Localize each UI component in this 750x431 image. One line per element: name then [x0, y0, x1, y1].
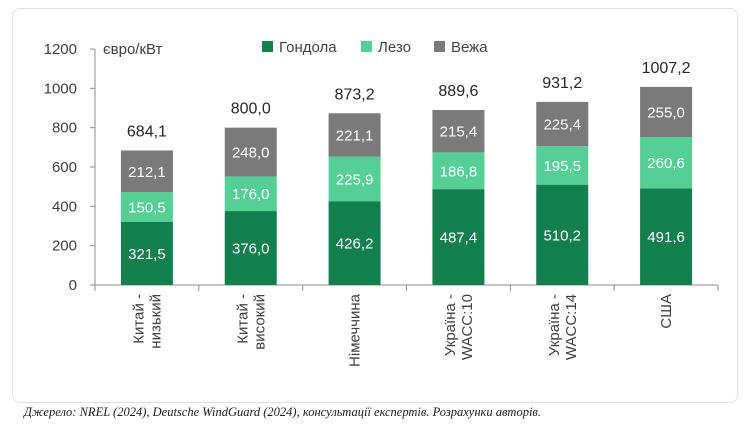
total-label-0: 684,1	[127, 123, 167, 140]
bar-segment-0-1	[120, 192, 173, 222]
legend-swatch-1	[361, 41, 372, 52]
bar-segment-1-2	[224, 127, 277, 177]
data-label-0-0: 321,5	[128, 246, 166, 263]
data-label-0-1: 150,5	[128, 199, 166, 216]
legend-label-0: Гондола	[279, 39, 337, 56]
bar-segment-5-0	[640, 188, 693, 285]
data-label-2-2: 221,1	[336, 128, 374, 145]
data-label-1-0: 376,0	[232, 241, 270, 258]
x-category-label-3-0: Україна -	[442, 294, 459, 356]
bar-segment-2-0	[328, 201, 381, 285]
bar-segment-2-2	[328, 113, 381, 157]
data-label-3-0: 487,4	[440, 230, 478, 247]
x-category-label-4-0: Україна -	[546, 294, 563, 356]
bar-segment-4-0	[536, 184, 589, 285]
total-label-1: 800,0	[231, 101, 271, 118]
y-tick-label-1: 200	[52, 238, 77, 255]
data-label-5-2: 255,0	[647, 104, 685, 121]
data-label-2-1: 225,9	[336, 171, 374, 188]
data-label-3-2: 215,4	[440, 124, 478, 141]
x-category-label-1-0: Китай -	[234, 294, 251, 344]
y-tick-label-4: 800	[52, 120, 77, 137]
data-label-4-0: 510,2	[543, 227, 581, 244]
data-label-1-2: 248,0	[232, 145, 270, 162]
bar-segment-4-2	[536, 101, 589, 147]
source-note: Джерело: NREL (2024), Deutsche WindGuard…	[24, 405, 541, 419]
total-label-4: 931,2	[542, 75, 582, 92]
data-label-4-1: 195,5	[543, 158, 581, 175]
y-unit-label: євро/кВт	[103, 41, 163, 58]
y-tick-label-2: 400	[52, 198, 77, 215]
total-label-5: 1007,2	[642, 60, 691, 77]
bar-segment-1-1	[224, 176, 277, 212]
bar-segment-5-1	[640, 137, 693, 189]
bar-segment-3-2	[432, 110, 485, 153]
legend-swatch-0	[262, 41, 273, 52]
data-label-0-2: 212,1	[128, 164, 166, 181]
bar-segment-3-1	[432, 152, 485, 190]
bar-segment-0-2	[120, 150, 173, 193]
x-category-label-1-1: високий	[251, 294, 268, 350]
bar-segment-0-0	[120, 221, 173, 285]
data-label-4-2: 225,4	[543, 117, 581, 134]
bar-segment-2-1	[328, 156, 381, 202]
x-category-label-3-1: WACC:10	[459, 294, 476, 360]
bar-segment-4-1	[536, 146, 589, 185]
bar-segment-5-2	[640, 86, 693, 138]
total-label-2: 873,2	[335, 86, 375, 103]
data-label-1-1: 176,0	[232, 186, 270, 203]
legend-label-2: Вежа	[451, 39, 488, 56]
x-category-label-0-0: Китай -	[130, 294, 147, 344]
bar-segment-3-0	[432, 189, 485, 285]
legend-swatch-2	[434, 41, 445, 52]
data-label-5-0: 491,6	[647, 229, 685, 246]
data-label-3-1: 186,8	[440, 163, 478, 180]
y-tick-label-6: 1200	[44, 41, 77, 58]
bar-segment-1-0	[224, 211, 277, 285]
x-category-label-5-0: США	[658, 294, 675, 329]
x-category-label-2-0: Німеччина	[347, 293, 364, 367]
y-tick-label-5: 1000	[44, 80, 77, 97]
total-label-3: 889,6	[438, 83, 478, 100]
legend-label-1: Лезо	[378, 39, 411, 56]
x-category-label-0-1: низький	[147, 294, 164, 349]
data-label-5-1: 260,6	[647, 155, 685, 172]
stacked-bar-chart: 0 200 400 600 800 1000 1200 євро/кВт Гондола Лезо…	[44, 39, 719, 367]
y-tick-label-3: 600	[52, 159, 77, 176]
y-tick-label-0: 0	[69, 277, 77, 294]
data-label-2-0: 426,2	[336, 236, 374, 253]
x-category-label-4-1: WACC:14	[563, 294, 580, 360]
